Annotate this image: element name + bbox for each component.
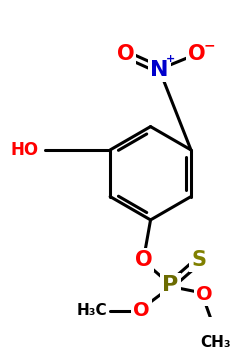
Text: O: O (133, 301, 150, 320)
Text: O: O (134, 250, 152, 270)
Text: −: − (204, 38, 216, 52)
Text: HO: HO (10, 141, 38, 159)
Text: O: O (188, 44, 206, 64)
Text: O: O (116, 44, 134, 64)
Text: N: N (150, 60, 169, 80)
Text: +: + (166, 54, 175, 64)
Text: H₃C: H₃C (77, 303, 108, 318)
Text: O: O (196, 285, 213, 304)
Text: P: P (162, 275, 178, 295)
Text: CH₃: CH₃ (200, 335, 230, 350)
Text: S: S (192, 250, 206, 270)
